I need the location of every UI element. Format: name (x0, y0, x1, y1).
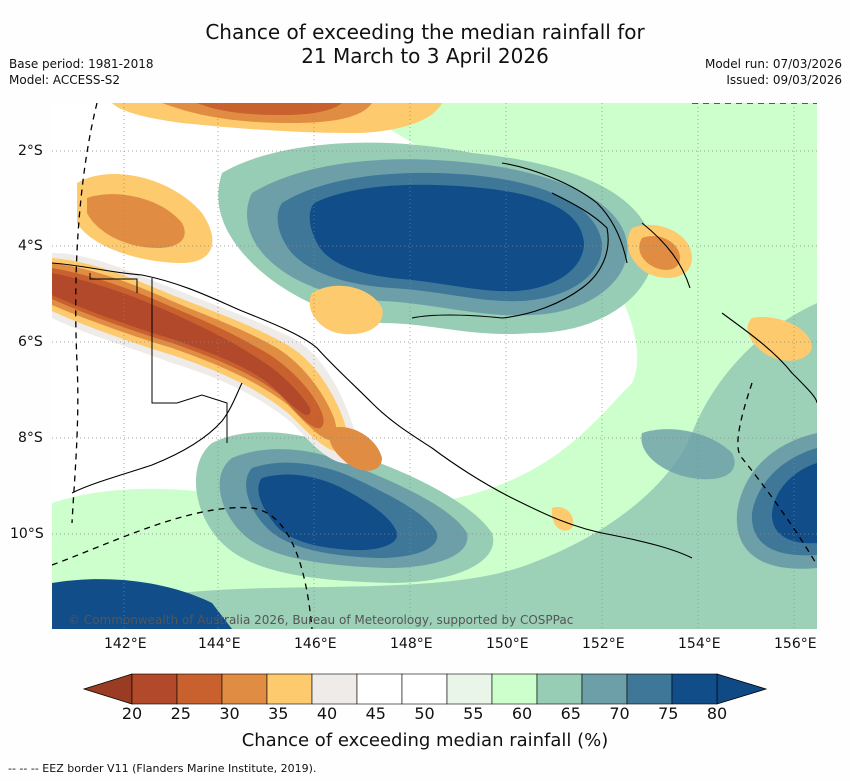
model-run-date: Model run: 07/03/2026 (704, 57, 842, 71)
colorbar-tick-label: 60 (511, 704, 533, 723)
lon-tick-146e: 146°E (294, 636, 337, 652)
dry-anomaly-fields (52, 103, 812, 531)
title-line-1: Chance of exceeding the median rainfall … (205, 20, 645, 44)
colorbar-bin (221, 673, 268, 705)
eez-footnote: -- -- -- EEZ border V11 (Flanders Marine… (8, 762, 317, 775)
colorbar-tick-label: 65 (560, 704, 581, 723)
colorbar-tick-label: 75 (658, 704, 679, 723)
copyright-text: © Commonwealth of Australia 2026, Bureau… (68, 613, 574, 627)
colorbar-bin (626, 673, 673, 705)
colorbar (82, 673, 768, 705)
wet-anomaly-fields (52, 103, 817, 629)
issued-date: Issued: 09/03/2026 (726, 73, 842, 87)
colorbar-bin (401, 673, 448, 705)
map-canvas (51, 102, 818, 630)
colorbar-bin (131, 673, 178, 705)
colorbar-under-arrow (82, 673, 133, 705)
colorbar-tick-label: 35 (268, 704, 289, 723)
lon-tick-148e: 148°E (390, 636, 433, 652)
lat-tick-2s: 2°S (18, 143, 43, 159)
colorbar-tick-label: 55 (463, 704, 484, 723)
colorbar-title: Chance of exceeding median rainfall (%) (241, 730, 609, 751)
colorbar-tick-label: 40 (316, 704, 338, 723)
coastlines (51, 162, 818, 559)
lon-tick-154e: 154°E (678, 636, 721, 652)
colorbar-tick-label: 80 (706, 704, 728, 723)
colorbar-over-arrow (716, 673, 768, 705)
lat-tick-8s: 8°S (18, 430, 43, 446)
eez-borders (51, 102, 818, 630)
colorbar-bin (446, 673, 493, 705)
lon-tick-142e: 142°E (104, 636, 147, 652)
colorbar-bin (176, 673, 223, 705)
borders (89, 273, 228, 443)
title-line-2: 21 March to 3 April 2026 (301, 44, 549, 68)
base-period: Base period: 1981-2018 (9, 57, 154, 71)
colorbar-bin (581, 673, 628, 705)
lon-tick-152e: 152°E (582, 636, 625, 652)
colorbar-bin (311, 673, 358, 705)
lat-tick-6s: 6°S (18, 334, 43, 350)
colorbar-bin (266, 673, 313, 705)
lat-tick-10s: 10°S (10, 526, 44, 542)
lat-tick-4s: 4°S (18, 238, 43, 254)
colorbar-bin (356, 673, 403, 705)
colorbar-tick-label: 50 (414, 704, 435, 723)
colorbar-bin (536, 673, 583, 705)
colorbar-tick-label: 20 (121, 704, 143, 723)
model-name: Model: ACCESS-S2 (9, 73, 121, 87)
colorbar-tick-label: 30 (219, 704, 240, 723)
lon-tick-144e: 144°E (198, 636, 241, 652)
colorbar-tick-label: 45 (365, 704, 386, 723)
colorbar-tick-label: 25 (170, 704, 191, 723)
colorbar-tick-label: 70 (609, 704, 630, 723)
rainfall-map (51, 102, 818, 630)
lon-tick-150e: 150°E (486, 636, 529, 652)
lon-tick-156e: 156°E (774, 636, 817, 652)
colorbar-bin (491, 673, 538, 705)
colorbar-bin (671, 673, 718, 705)
